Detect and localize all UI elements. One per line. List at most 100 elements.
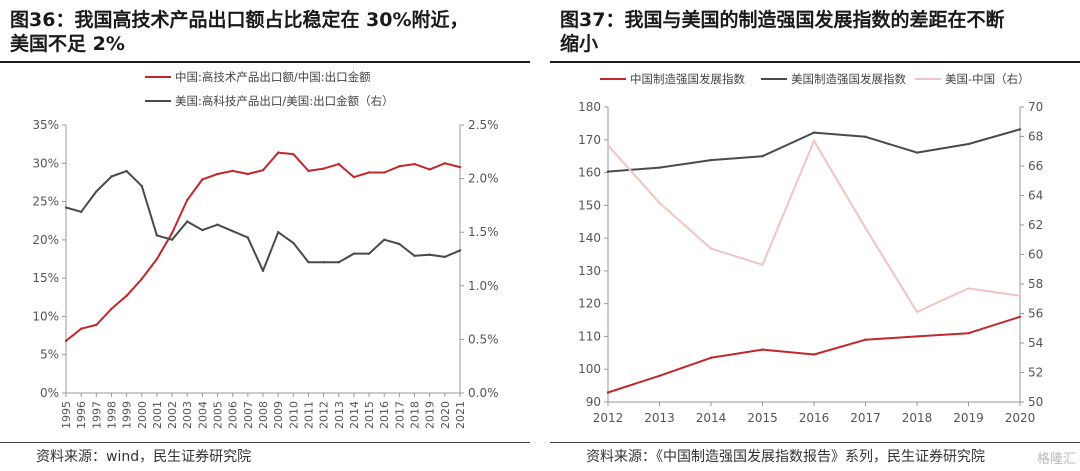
left-series-1-point bbox=[231, 229, 234, 233]
right-series-2-point bbox=[709, 247, 713, 250]
left-y-right-tick-label: 1.5% bbox=[468, 225, 499, 239]
left-series-1-point bbox=[352, 252, 356, 255]
right-y-right-tick-label: 70 bbox=[1028, 100, 1043, 114]
right-series-1-point bbox=[658, 166, 661, 169]
left-x-tick-label: 2000 bbox=[136, 401, 149, 429]
left-series-1-point bbox=[322, 261, 325, 264]
left-y-left-tick-label: 25% bbox=[32, 195, 59, 209]
left-series-0-point bbox=[458, 165, 462, 169]
left-series-1-point bbox=[367, 252, 371, 255]
right-x-tick-label: 2014 bbox=[696, 411, 727, 425]
left-series-0-point bbox=[110, 307, 113, 310]
right-source-note: 资料来源：《中国制造强国发展指数报告》系列，民生证券研究院 bbox=[586, 449, 985, 465]
left-series-1-point bbox=[413, 254, 416, 257]
right-y-left-tick-label: 180 bbox=[578, 100, 601, 114]
left-series-0-point bbox=[292, 152, 295, 156]
left-y-right-tick-label: 0.0% bbox=[468, 386, 499, 400]
left-series-1-point bbox=[186, 220, 189, 223]
left-series-1-point bbox=[201, 228, 204, 232]
left-series-0-point bbox=[170, 231, 174, 235]
right-legend-label-0: 中国制造强国发展指数 bbox=[630, 72, 745, 86]
left-series-1-point bbox=[79, 210, 83, 214]
left-series-1-point bbox=[276, 231, 280, 234]
left-y-left-tick-label: 35% bbox=[32, 118, 59, 132]
right-y-right-tick-label: 58 bbox=[1028, 277, 1043, 291]
right-y-left-tick-label: 90 bbox=[586, 395, 601, 409]
left-series-0-point bbox=[383, 171, 386, 174]
left-series-1-point bbox=[95, 190, 98, 193]
right-y-right-tick-label: 50 bbox=[1028, 395, 1043, 409]
left-x-tick-label: 2016 bbox=[378, 401, 391, 429]
right-series-1-point bbox=[761, 154, 764, 158]
right-y-right-tick-label: 60 bbox=[1028, 248, 1043, 262]
left-series-1-point bbox=[216, 223, 219, 226]
left-y-left-tick-label: 10% bbox=[32, 309, 59, 323]
left-series-1-point bbox=[64, 206, 68, 209]
left-series-1-point bbox=[155, 234, 159, 237]
left-legend-label-0: 中国:高技术产品出口额/中国:出口金额 bbox=[175, 70, 371, 84]
right-line-chart: 90 100 110 120 130 140 150 160 170 180 50 52 54 56 58 6… bbox=[578, 72, 1043, 425]
right-y-left-tick-label: 120 bbox=[578, 297, 601, 311]
left-series-0-point bbox=[352, 175, 356, 179]
right-y-right-tick-label: 56 bbox=[1028, 307, 1043, 321]
left-source-rule bbox=[0, 442, 530, 443]
left-series-1-point bbox=[337, 261, 340, 264]
left-x-tick-label: 2001 bbox=[151, 401, 164, 429]
left-x-tick-label: 2019 bbox=[424, 401, 437, 429]
right-y-right-tick-label: 54 bbox=[1028, 336, 1043, 350]
left-series-0-point bbox=[413, 162, 416, 166]
left-y-right-tick-label: 0.5% bbox=[468, 332, 499, 346]
right-legend-label-2: 美国-中国（右） bbox=[945, 72, 1030, 86]
right-figure-panel: 图37：我国与美国的制造强国发展指数的差距在不断 缩小 90 100 110 120 1… bbox=[550, 0, 1080, 471]
left-series-0-point bbox=[231, 169, 234, 173]
right-y-right-tick-label: 52 bbox=[1028, 366, 1043, 380]
left-source-note: 资料来源：wind，民生证券研究院 bbox=[36, 449, 252, 465]
left-series-0-point bbox=[201, 178, 204, 181]
right-series-2-point bbox=[658, 201, 661, 205]
right-series-0-point bbox=[709, 356, 713, 359]
right-series-2-point bbox=[761, 263, 764, 267]
left-y-left-tick-label: 0% bbox=[40, 386, 59, 400]
right-x-tick-label: 2019 bbox=[953, 411, 984, 425]
right-series-0-point bbox=[1018, 315, 1022, 318]
left-x-tick-label: 2007 bbox=[242, 401, 255, 429]
left-x-tick-label: 2012 bbox=[318, 401, 331, 429]
left-series-1-point bbox=[428, 253, 431, 256]
left-y-right-tick-label: 2.0% bbox=[468, 172, 499, 186]
right-y-left-tick-label: 110 bbox=[578, 329, 601, 343]
left-series-line-0 bbox=[65, 151, 461, 342]
left-series-1-point bbox=[292, 241, 295, 245]
left-x-tick-label: 2015 bbox=[363, 401, 376, 429]
right-series-1-point bbox=[915, 151, 919, 154]
left-series-0-point bbox=[337, 162, 340, 166]
right-series-2-point bbox=[812, 139, 816, 143]
left-series-0-point bbox=[307, 169, 310, 173]
left-figure-panel: 图36：我国高技术产品出口额占比稳定在 30%附近， 美国不足 2% 0% 5% 1… bbox=[0, 0, 530, 471]
left-x-tick-label: 2021 bbox=[454, 401, 467, 429]
left-series-0-point bbox=[140, 277, 143, 281]
left-series-0-point bbox=[428, 168, 431, 171]
right-series-0-point bbox=[606, 391, 610, 394]
left-title-rule bbox=[0, 61, 530, 63]
left-x-tick-label: 2004 bbox=[196, 401, 209, 429]
right-y-right-tick-label: 62 bbox=[1028, 218, 1043, 232]
left-series-1-point bbox=[246, 236, 250, 239]
left-series-0-point bbox=[125, 294, 128, 297]
left-series-0-point bbox=[246, 172, 250, 176]
left-series-1-point bbox=[125, 169, 128, 173]
left-y-left-tick-label: 20% bbox=[32, 233, 59, 247]
right-x-tick-label: 2016 bbox=[799, 411, 830, 425]
right-y-left-tick-label: 130 bbox=[578, 264, 601, 278]
right-y-right-tick-label: 68 bbox=[1028, 130, 1043, 144]
left-x-tick-label: 2014 bbox=[348, 401, 361, 429]
left-x-tick-label: 2011 bbox=[302, 401, 315, 429]
left-series-0-point bbox=[216, 172, 219, 176]
right-source-rule bbox=[550, 442, 1080, 443]
watermark-logo: 格隆汇 bbox=[1036, 452, 1076, 467]
right-series-0-point bbox=[658, 374, 661, 377]
right-x-tick-label: 2018 bbox=[902, 411, 933, 425]
left-figure-title: 图36：我国高技术产品出口额占比稳定在 30%附近， 美国不足 2% bbox=[10, 9, 469, 55]
left-x-tick-label: 2013 bbox=[333, 401, 346, 429]
right-series-2-point bbox=[1018, 294, 1022, 297]
left-series-0-point bbox=[443, 162, 447, 165]
